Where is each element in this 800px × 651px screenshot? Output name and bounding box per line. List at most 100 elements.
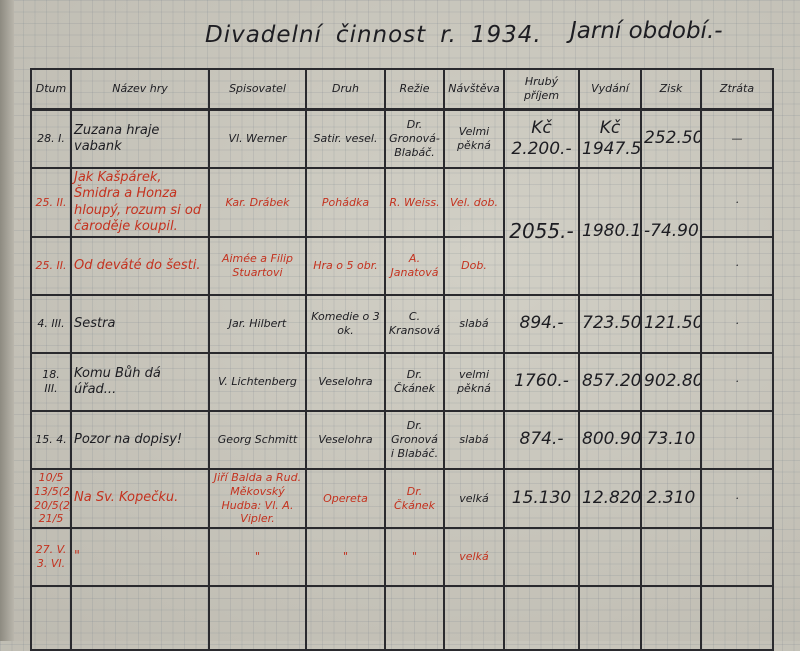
cell-expenses: 857.20 [578, 352, 642, 412]
cell-director: R. Weiss. [384, 167, 445, 238]
cell-director: Dr. Gronová i Blabáč. [384, 410, 445, 470]
title-word: r. [440, 22, 457, 48]
cell-attendance: Velmi pěkná [443, 108, 505, 169]
cell-loss [700, 527, 774, 587]
column-header-attendance: Návštěva [443, 68, 505, 111]
table-row: 18. III. Komu Bůh dá úřad... V. Lichtenber… [30, 352, 774, 412]
cell-gross: 894.- [503, 294, 580, 354]
table-row: 25. II. Jak Kašpárek, Šmidra a Honza hlou… [30, 167, 774, 296]
cell-expenses: Kč 1947.50 [578, 108, 642, 169]
period-label: Jarní období.- [570, 18, 723, 44]
cell-title: Komu Bůh dá úřad... [70, 352, 210, 412]
cell-genre: Veselohra [305, 410, 386, 470]
cell-attendance: slabá [443, 294, 505, 354]
table-row: 4. III. Sestra Jar. Hilbert Komedie o 3 ok.… [30, 294, 774, 354]
cell-expenses: 1980.10 [578, 167, 642, 296]
empty-cell [443, 585, 505, 651]
cell-gross: 1760.- [503, 352, 580, 412]
cell-title: Pozor na dopisy! [70, 410, 210, 470]
cell-attendance: Vel. dob. [443, 167, 505, 238]
cell-director: A. Janatová [384, 236, 445, 296]
column-header-date: Dtum [30, 68, 72, 111]
column-header-genre: Druh [305, 68, 386, 111]
table-row: 27. V. 3. VI. " " " " velká [30, 527, 774, 587]
cell-genre: Pohádka [305, 167, 386, 238]
empty-cell [70, 585, 210, 651]
cell-title: Na Sv. Kopečku. [70, 468, 210, 529]
cell-loss: · [700, 294, 774, 354]
cell-profit: 121.50 [640, 294, 702, 354]
cell-author: Jiří Balda a Rud. Měkovský Hudba: Vl. A.… [208, 468, 307, 529]
cell-gross [503, 527, 580, 587]
cell-expenses [578, 527, 642, 587]
cell-profit: 252.50 [640, 108, 702, 169]
cell-date: 18. III. [30, 352, 72, 412]
cell-expenses: 800.90 [578, 410, 642, 470]
cell-genre: Satir. vesel. [305, 108, 386, 169]
cell-director: " [384, 527, 445, 587]
title-year: 1934. [470, 22, 542, 48]
cell-genre: Hra o 5 obr. [305, 236, 386, 296]
cell-gross: 2055.- [503, 167, 580, 296]
column-header-author: Spisovatel [208, 68, 307, 111]
cell-gross: Kč 2.200.- [503, 108, 580, 169]
cell-attendance: velká [443, 527, 505, 587]
empty-cell [384, 585, 445, 651]
column-header-loss: Ztráta [700, 68, 774, 111]
table-row: 25. II. Od deváté do šesti. Aimée a Filip … [30, 236, 774, 296]
cell-director: C. Kransová [384, 294, 445, 354]
cell-author: Kar. Drábek [208, 167, 307, 238]
cell-author: V. Lichtenberg [208, 352, 307, 412]
cell-expenses: 12.820 [578, 468, 642, 529]
table-row: 28. I. Zuzana hraje vabank Vl. Werner Satir… [30, 108, 774, 169]
cell-loss: · [700, 236, 774, 296]
cell-title: Jak Kašpárek, Šmidra a Honza hloupý, roz… [70, 167, 210, 238]
cell-director: Dr. Čkánek [384, 352, 445, 412]
cell-author: " [208, 527, 307, 587]
cell-date: 4. III. [30, 294, 72, 354]
cell-author: Vl. Werner [208, 108, 307, 169]
cell-date: 10/5 13/5(2) 20/5(2) 21/5 [30, 468, 72, 529]
cell-gross: 874.- [503, 410, 580, 470]
cell-genre: Komedie o 3 ok. [305, 294, 386, 354]
cell-attendance: velká [443, 468, 505, 529]
page-title: Divadelní činnost r. 1934. [205, 22, 556, 48]
cell-loss [700, 410, 774, 470]
cell-director: Dr. Gronová-Blabáč. [384, 108, 445, 169]
cell-gross: 15.130 [503, 468, 580, 529]
empty-cell [578, 585, 642, 651]
empty-cell [208, 585, 307, 651]
column-header-director: Režie [384, 68, 445, 111]
cell-genre: Opereta [305, 468, 386, 529]
cell-title: Od deváté do šesti. [70, 236, 210, 296]
cell-date: 25. II. [30, 236, 72, 296]
cell-title: Zuzana hraje vabank [70, 108, 210, 169]
cell-date: 28. I. [30, 108, 72, 169]
empty-cell [30, 585, 72, 651]
empty-cell [700, 585, 774, 651]
cell-author: Georg Schmitt [208, 410, 307, 470]
empty-cell [503, 585, 580, 651]
cell-date: 27. V. 3. VI. [30, 527, 72, 587]
cell-profit [640, 527, 702, 587]
cell-loss: · [700, 352, 774, 412]
cell-genre: Veselohra [305, 352, 386, 412]
column-header-title: Název hry [70, 68, 210, 111]
cell-attendance: Dob. [443, 236, 505, 296]
ledger-table: Dtum Název hry Spisovatel Druh Režie Návštěva… [30, 68, 774, 651]
cell-profit: -74.90 [640, 167, 702, 296]
cell-title: Sestra [70, 294, 210, 354]
column-header-profit: Zisk [640, 68, 702, 111]
cell-expenses: 723.50 [578, 294, 642, 354]
table-row: 10/5 13/5(2) 20/5(2) 21/5 Na Sv. Kopečku.… [30, 468, 774, 529]
cell-profit: 902.80 [640, 352, 702, 412]
cell-director: Dr. Čkánek [384, 468, 445, 529]
cell-loss: — [700, 108, 774, 169]
title-word: činnost [335, 22, 427, 48]
column-header-gross: Hrubý příjem [503, 68, 580, 111]
empty-cell [305, 585, 386, 651]
cell-profit: 2.310 [640, 468, 702, 529]
cell-attendance: velmi pěkná [443, 352, 505, 412]
cell-date: 25. II. [30, 167, 72, 238]
cell-loss: · [700, 468, 774, 529]
